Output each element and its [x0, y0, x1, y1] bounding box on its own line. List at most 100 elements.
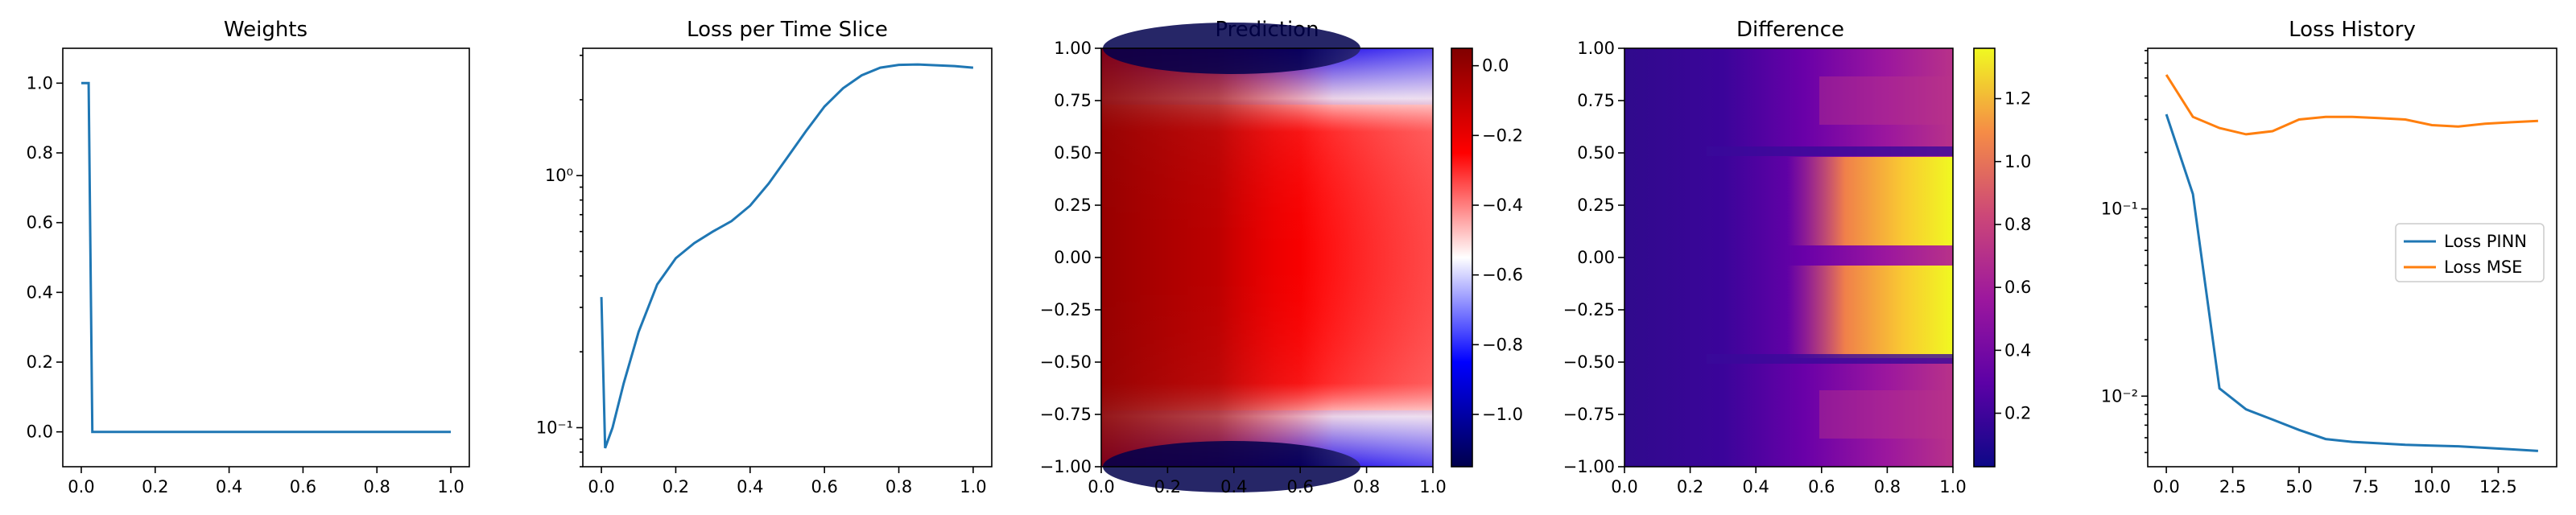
- y-tick-label: −1.00: [1040, 457, 1092, 476]
- y-tick-label: 0.0: [27, 422, 53, 442]
- colorbar-gradient: [1451, 48, 1472, 467]
- x-axis: 0.0 0.2 0.4 0.6 0.8 1.0: [68, 467, 464, 496]
- y-tick-label: 0.75: [1054, 91, 1092, 110]
- panel-prediction: Prediction 0.00.20.40.60.81.0 −1.00−0.75…: [1040, 18, 1523, 496]
- y-tick-label: −0.25: [1040, 300, 1092, 319]
- axes-frame: [582, 47, 993, 468]
- x-tick-label: 0.0: [68, 477, 94, 496]
- colorbar: −1.0 −0.8 −0.6 −0.4 −0.2 0.0: [1451, 47, 1523, 468]
- y-tick-label: 0.50: [1577, 143, 1615, 163]
- x-axis: 0.0 0.2 0.4 0.6 0.8 1.0: [1088, 467, 1447, 496]
- heatmap-image: [1101, 23, 1433, 492]
- x-tick-label: 1.0: [1939, 477, 1966, 496]
- x-tick-label: 12.5: [2479, 477, 2517, 496]
- colorbar-tick-label: 0.2: [2004, 404, 2031, 423]
- panel-difference: Difference 0.0 0.2 0.4 0.6 0.8 1.0 −1.00 −0.75…: [1563, 18, 2032, 496]
- colorbar-tick-label: 0.4: [2004, 340, 2031, 360]
- colorbar-tick-label: 0.6: [2004, 278, 2031, 297]
- x-tick-label: 0.2: [1677, 477, 1703, 496]
- y-tick-label: 0.2: [27, 352, 53, 372]
- x-tick-label: 0.6: [1286, 477, 1313, 496]
- x-tick-label: 0.8: [1874, 477, 1901, 496]
- y-tick-label: 0.25: [1054, 196, 1092, 215]
- x-axis: 0.0 0.2 0.4 0.6 0.8 1.0: [1611, 467, 1967, 496]
- y-tick-label: −0.25: [1563, 300, 1615, 319]
- axes-frame: [62, 47, 470, 468]
- x-tick-label: 0.0: [2153, 477, 2179, 496]
- colorbar-gradient: [1974, 48, 1995, 467]
- colorbar-tick-label: −1.0: [1482, 405, 1523, 424]
- y-tick-label: −0.75: [1040, 405, 1092, 424]
- axes-frame: [2147, 47, 2557, 468]
- colorbar-tick-label: 1.0: [2004, 152, 2031, 171]
- y-tick-label: −0.75: [1563, 405, 1615, 424]
- y-axis: 0.0 0.2 0.4 0.6 0.8 1.0: [27, 73, 63, 442]
- x-tick-label: 1.0: [1419, 477, 1446, 496]
- x-tick-label: 7.5: [2352, 477, 2379, 496]
- x-tick-label: 0.0: [588, 477, 614, 496]
- x-tick-label: 10.0: [2413, 477, 2451, 496]
- y-tick-label: 1.00: [1577, 39, 1615, 58]
- legend-label-loss-pinn: Loss PINN: [2444, 232, 2527, 251]
- y-tick-label: 0.75: [1577, 91, 1615, 110]
- y-axis: 10⁻² 10⁻¹: [2101, 50, 2148, 454]
- y-tick-label: 0.00: [1054, 248, 1092, 267]
- panel-weights: Weights 0.0 0.2 0.4 0.6 0.8 1.0 0.0 0.2 0.4 0.6 0…: [27, 18, 470, 496]
- x-tick-label: 1.0: [437, 477, 464, 496]
- colorbar-tick-label: −0.6: [1482, 266, 1523, 285]
- x-tick-label: 0.6: [290, 477, 316, 496]
- y-axis: 10⁻¹ 10⁰: [536, 54, 583, 468]
- x-tick-label: 0.0: [1611, 477, 1637, 496]
- y-axis: −1.00 −0.75 −0.50 −0.25 0.00 0.25 0.50 0.75 1.00: [1563, 39, 1624, 476]
- colorbar-axis: 0.2 0.4 0.6 0.8 1.0 1.2: [1995, 89, 2031, 423]
- heatmap-image: [1624, 48, 1953, 467]
- series-line-loss-pinn: [2165, 113, 2538, 452]
- y-tick-label: 1.0: [27, 73, 53, 93]
- legend-label-loss-mse: Loss MSE: [2444, 258, 2522, 277]
- plot-area: [600, 63, 974, 449]
- x-tick-label: 0.4: [1220, 477, 1247, 496]
- x-tick-label: 0.2: [142, 477, 168, 496]
- colorbar-tick-label: −0.2: [1482, 126, 1523, 145]
- x-tick-label: 0.4: [216, 477, 242, 496]
- y-tick-label: 0.8: [27, 143, 53, 163]
- panel-loss-history: Loss History 0.0 2.5 5.0 7.5 10.0 12.5 10⁻²10…: [2101, 18, 2557, 496]
- x-tick-label: 0.4: [737, 477, 763, 496]
- y-tick-label: 10⁻²: [2101, 386, 2138, 406]
- panel-title: Loss History: [2289, 18, 2416, 42]
- y-tick-label: 0.25: [1577, 196, 1615, 215]
- x-tick-label: 0.6: [811, 477, 837, 496]
- x-tick-label: 1.0: [960, 477, 986, 496]
- x-tick-label: 0.2: [1154, 477, 1181, 496]
- y-tick-label: −0.50: [1040, 352, 1092, 372]
- y-tick-label: −1.00: [1563, 457, 1615, 476]
- x-tick-label: 0.8: [364, 477, 390, 496]
- x-axis: 0.0 2.5 5.0 7.5 10.0 12.5: [2153, 467, 2517, 496]
- colorbar-tick-label: 0.8: [2004, 215, 2031, 234]
- colorbar-axis: −1.0 −0.8 −0.6 −0.4 −0.2 0.0: [1472, 56, 1523, 424]
- x-tick-label: 0.8: [886, 477, 912, 496]
- panel-title: Difference: [1736, 18, 1844, 42]
- legend: Loss PINN Loss MSE: [2395, 223, 2545, 282]
- colorbar-tick-label: 0.0: [1482, 56, 1509, 76]
- x-tick-label: 2.5: [2219, 477, 2246, 496]
- series-line-loss-mse: [2165, 74, 2538, 136]
- y-tick-label: 0.00: [1577, 248, 1615, 267]
- x-tick-label: 0.4: [1742, 477, 1769, 496]
- x-axis: 0.0 0.2 0.4 0.6 0.8 1.0: [588, 467, 987, 496]
- panel-title: Weights: [224, 18, 308, 42]
- plot-area: [2165, 74, 2538, 452]
- colorbar-tick-label: −0.4: [1482, 196, 1523, 215]
- y-tick-label: 1.00: [1054, 39, 1092, 58]
- colorbar-tick-label: −0.8: [1482, 335, 1523, 354]
- colorbar: 0.2 0.4 0.6 0.8 1.0 1.2: [1973, 47, 2031, 468]
- panel-loss-per-time-slice: Loss per Time Slice 0.0 0.2 0.4 0.6 0.8 1.0 1…: [536, 18, 993, 496]
- colorbar-tick-label: 1.2: [2004, 89, 2031, 109]
- y-tick-label: 0.4: [27, 282, 53, 302]
- y-tick-label: 10⁰: [545, 166, 573, 185]
- x-tick-label: 5.0: [2285, 477, 2312, 496]
- panel-title: Loss per Time Slice: [687, 18, 888, 42]
- y-axis: −1.00 −0.75 −0.50 −0.25 0.00 0.25 0.50 0.75 1.00: [1040, 39, 1101, 476]
- x-tick-label: 0.6: [1808, 477, 1835, 496]
